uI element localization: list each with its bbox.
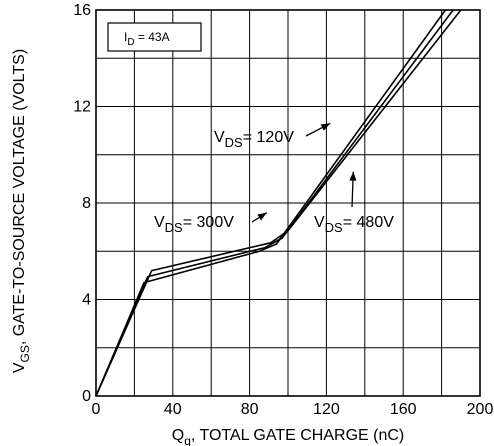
x-tick-label: 40 xyxy=(164,401,182,418)
condition-rest: = 43A xyxy=(135,30,170,44)
annotation-vds-480-label: VDS= 480V xyxy=(314,214,394,235)
annotation-vds-300-label: VDS= 300V xyxy=(154,214,234,235)
annotation-vds-300-arrowhead xyxy=(257,212,267,221)
condition-sub: D xyxy=(127,37,134,48)
condition-main: I xyxy=(124,30,127,44)
y-tick-label: 8 xyxy=(82,195,91,212)
x-tick-label: 80 xyxy=(241,401,259,418)
y-tick-labels: 0 4 8 12 16 xyxy=(73,2,91,405)
x-tick-label: 160 xyxy=(390,401,417,418)
y-tick-label: 4 xyxy=(82,292,91,309)
annotation-vds-480: VDS= 480V xyxy=(314,171,394,235)
annotation-vds-120: VDS= 120V xyxy=(214,122,331,150)
annotation-vds-300: VDS= 300V xyxy=(154,212,268,235)
y-tick-label: 0 xyxy=(82,388,91,405)
y-axis-label: VGS, GATE-TO-SOURCE VOLTAGE (VOLTS) xyxy=(11,49,32,373)
annotation-vds-120-arrowhead xyxy=(320,123,331,131)
x-tick-label: 200 xyxy=(467,401,494,418)
annotation-vds-480-arrowhead xyxy=(349,171,357,181)
x-tick-label: 0 xyxy=(92,401,101,418)
y-tick-label: 12 xyxy=(73,99,91,116)
condition-box: ID = 43A xyxy=(107,22,202,52)
series-line-2 xyxy=(96,10,462,396)
y-tick-label: 16 xyxy=(73,2,91,19)
annotation-vds-120-label: VDS= 120V xyxy=(214,129,294,150)
chart-grid xyxy=(96,10,480,396)
x-axis-label: Qg, TOTAL GATE CHARGE (nC) xyxy=(172,427,405,446)
condition-label: ID = 43A xyxy=(124,30,170,48)
series-layer xyxy=(96,10,462,396)
x-tick-labels: 0 40 80 120 160 200 xyxy=(92,401,494,418)
plot-frame xyxy=(95,9,481,397)
x-tick-label: 120 xyxy=(313,401,340,418)
